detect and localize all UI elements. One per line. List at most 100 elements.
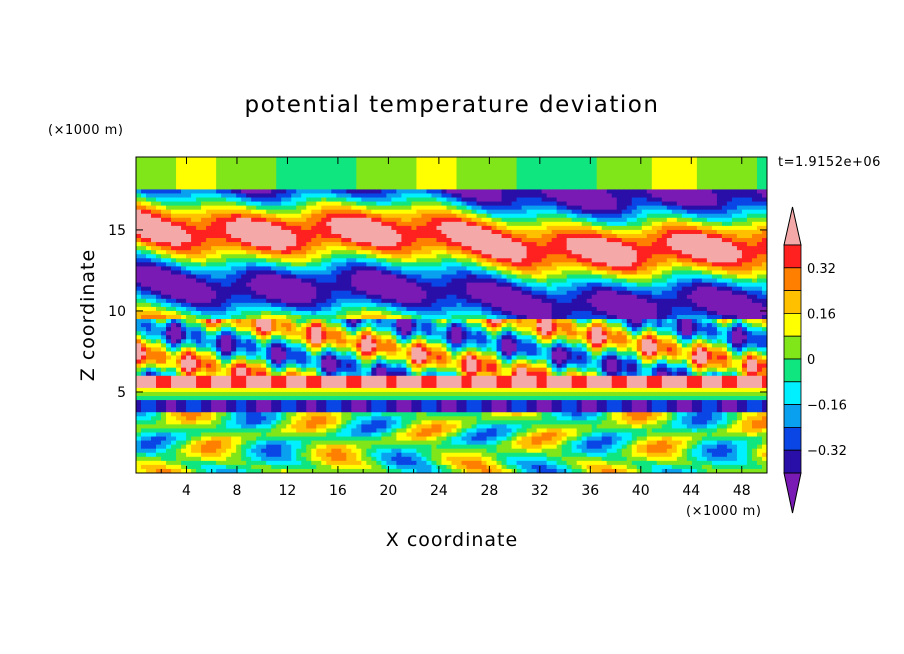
heatmap-cell [351, 262, 357, 267]
heatmap-cell [181, 448, 187, 454]
heatmap-cell [366, 387, 372, 393]
heatmap-cell [156, 217, 162, 223]
heatmap-cell [276, 189, 282, 195]
heatmap-cell [286, 416, 292, 421]
heatmap-cell [276, 213, 282, 219]
heatmap-cell [151, 391, 157, 397]
heatmap-cell [271, 177, 277, 182]
heatmap-cell [336, 209, 342, 215]
heatmap-cell [451, 331, 458, 336]
heatmap-cell [136, 185, 142, 191]
heatmap-cell [221, 266, 227, 272]
heatmap-cell [411, 468, 418, 473]
heatmap-cell [286, 233, 292, 239]
heatmap-cell [441, 258, 448, 263]
heatmap-cell [396, 221, 403, 227]
heatmap-cell [256, 221, 262, 227]
heatmap-cell [296, 209, 302, 215]
heatmap-cell [341, 424, 347, 430]
heatmap-cell [186, 367, 192, 373]
heatmap-cell [206, 335, 212, 340]
heatmap-cell [316, 432, 322, 438]
heatmap-cell [406, 319, 413, 324]
heatmap-cell [186, 464, 192, 470]
heatmap-cell [206, 396, 212, 401]
heatmap-cell [246, 266, 252, 272]
heatmap-cell [261, 278, 267, 284]
heatmap-cell [361, 298, 367, 304]
heatmap-cell [401, 383, 408, 389]
heatmap-cell [301, 331, 307, 336]
heatmap-cell [431, 343, 438, 349]
heatmap-cell [226, 367, 232, 373]
heatmap-cell [171, 270, 177, 276]
heatmap-cell [206, 363, 212, 369]
heatmap-cell [371, 351, 377, 357]
heatmap-cell [276, 250, 282, 255]
heatmap-cell [436, 233, 443, 239]
heatmap-cell [171, 400, 177, 405]
heatmap-cell [251, 412, 257, 417]
heatmap-cell [441, 229, 448, 235]
heatmap-cell [211, 339, 217, 344]
heatmap-cell [361, 375, 367, 381]
heatmap-cell [366, 379, 372, 385]
heatmap-cell [316, 315, 322, 320]
heatmap-cell [221, 173, 227, 178]
heatmap-cell [366, 270, 372, 276]
heatmap-cell [211, 359, 217, 365]
heatmap-cell [441, 205, 448, 211]
heatmap-cell [241, 404, 247, 409]
heatmap-cell [186, 355, 192, 361]
heatmap-cell [321, 424, 327, 430]
heatmap-cell [141, 444, 147, 450]
heatmap-cell [251, 294, 257, 300]
heatmap-cell [411, 371, 418, 377]
heatmap-cell [451, 351, 458, 357]
heatmap-cell [331, 339, 337, 344]
heatmap-cell [161, 221, 167, 227]
heatmap-cell [231, 185, 237, 191]
heatmap-cell [396, 460, 403, 466]
heatmap-cell [151, 315, 157, 320]
heatmap-cell [176, 233, 182, 239]
heatmap-cell [266, 416, 272, 421]
heatmap-cell [156, 319, 162, 324]
heatmap-cell [396, 262, 403, 267]
heatmap-cell [366, 221, 372, 227]
heatmap-cell [396, 201, 403, 207]
heatmap-cell [166, 371, 172, 377]
heatmap-cell [216, 448, 222, 454]
heatmap-cell [191, 440, 197, 446]
heatmap-cell [296, 213, 302, 219]
heatmap-cell [261, 177, 267, 182]
heatmap-cell [241, 274, 247, 280]
heatmap-cell [426, 221, 433, 227]
heatmap-cell [226, 225, 232, 231]
heatmap-cell [136, 456, 142, 462]
heatmap-cell [286, 161, 292, 166]
heatmap-cell [311, 371, 317, 377]
heatmap-cell [316, 169, 322, 174]
heatmap-cell [316, 379, 322, 385]
heatmap-cell [341, 250, 347, 255]
heatmap-cell [136, 266, 142, 272]
heatmap-cell [436, 319, 443, 324]
heatmap-cell [366, 298, 372, 304]
heatmap-cell [216, 229, 222, 235]
heatmap-cell [181, 201, 187, 207]
heatmap-cell [381, 343, 387, 349]
heatmap-cell [381, 238, 387, 243]
heatmap-cell [236, 298, 242, 304]
heatmap-cell [426, 315, 433, 320]
heatmap-cell [341, 387, 347, 393]
heatmap-cell [286, 302, 292, 308]
heatmap-cell [391, 294, 398, 300]
heatmap-cell [151, 452, 157, 458]
heatmap-cell [431, 400, 438, 405]
heatmap-cell [186, 238, 192, 243]
heatmap-cell [221, 217, 227, 223]
heatmap-cell [136, 242, 142, 247]
heatmap-cell [201, 306, 207, 312]
heatmap-cell [401, 217, 408, 223]
